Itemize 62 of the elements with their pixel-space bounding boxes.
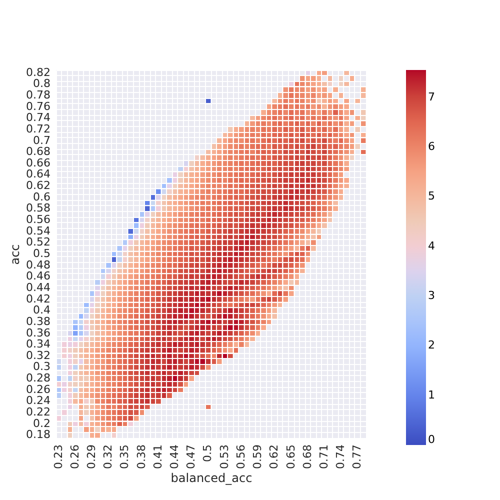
y-tick-label: 0.24 [26,394,50,408]
y-tick-label: 0.68 [26,145,50,158]
y-tick-label: 0.44 [26,280,50,294]
color-bar-label: 5 [428,190,435,203]
x-tick-label: 0.68 [300,444,314,469]
y-tick-label: 0.26 [26,382,50,396]
y-tick-label: 0.58 [26,202,50,215]
y-tick-label: 0.72 [26,122,50,136]
y-tick-label: 0.74 [26,111,50,124]
x-tick-label: 0.29 [84,444,98,469]
y-tick-label: 0.4 [33,304,50,317]
y-tick-label: 0.54 [26,224,50,238]
color-bar-label: 2 [428,338,435,352]
y-tick-label: 0.34 [26,338,50,351]
y-tick-label: 0.38 [26,314,50,328]
y-tick-label: 0.64 [26,168,50,181]
x-tick-label: 0.26 [68,444,82,469]
y-axis-title: acc [8,244,22,265]
x-tick-label: 0.38 [134,444,148,469]
y-tick-label: 0.56 [26,213,50,226]
y-tick-label: 0.78 [26,88,50,102]
x-tick-label: 0.59 [251,444,264,469]
color-bar-label: 4 [428,239,435,252]
x-tick-label: 0.47 [184,444,198,469]
y-tick-label: 0.62 [26,179,50,192]
y-tick-label: 0.2 [33,416,50,430]
y-tick-label: 0.82 [26,66,50,79]
y-tick-label: 0.18 [26,428,50,442]
x-tick-label: 0.65 [284,444,298,469]
x-tick-label: 0.41 [151,444,164,469]
y-tick-label: 0.22 [26,406,50,419]
x-tick-label: 0.23 [52,444,65,469]
x-tick-label: 0.77 [350,444,364,469]
y-tick-label: 0.52 [26,236,50,249]
x-tick-label: 0.53 [218,444,231,469]
x-tick-label: 0.74 [334,444,348,469]
x-tick-label: 0.62 [268,444,281,469]
y-tick-label: 0.28 [26,372,50,385]
color-bar-label: 3 [428,288,435,302]
x-tick-label: 0.35 [118,444,132,469]
x-axis-title: balanced_acc [170,470,252,485]
y-tick-label: 0.46 [26,270,50,283]
y-tick-label: 0.8 [33,77,50,90]
y-tick-label: 0.42 [26,292,50,306]
y-tick-label: 0.3 [33,360,50,374]
x-tick-label: 0.32 [102,444,115,469]
color-bar-label: 1 [428,388,435,402]
y-tick-label: 0.66 [26,156,50,170]
y-tick-label: 0.76 [26,100,50,113]
x-tick-label: 0.71 [317,444,330,469]
y-tick-label: 0.5 [33,247,50,260]
y-tick-label: 0.36 [26,326,50,340]
x-tick-label: 0.44 [168,444,182,469]
color-bar-label: 0 [428,433,435,446]
x-tick-label: 0.5 [201,444,214,462]
color-bar-label: 7 [428,90,435,104]
y-tick-label: 0.48 [26,258,50,272]
y-tick-label: 0.32 [26,348,50,362]
y-tick-label: 0.7 [33,134,50,147]
x-tick-label: 0.56 [234,444,248,469]
y-tick-label: 0.6 [33,190,50,204]
color-bar-label: 6 [428,140,435,153]
